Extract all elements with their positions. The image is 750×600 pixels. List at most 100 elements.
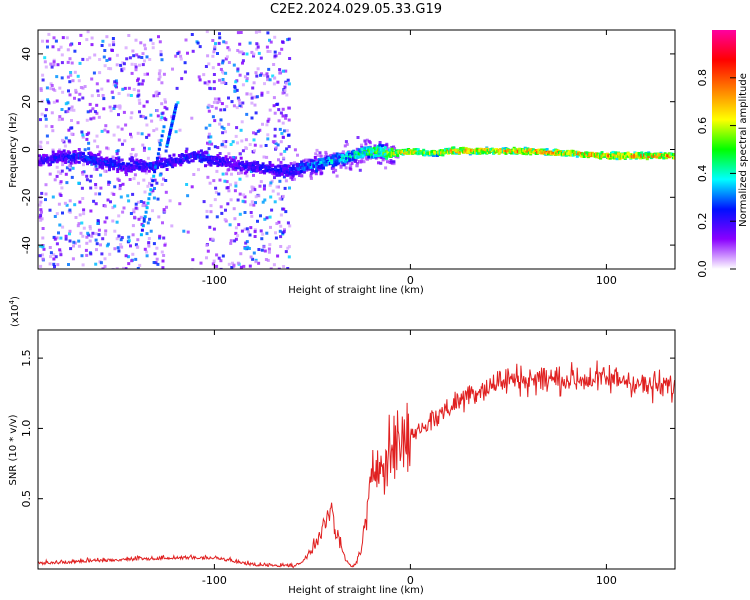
noise-cell xyxy=(49,255,52,259)
noise-cell xyxy=(162,208,166,212)
noise-cell xyxy=(280,197,284,201)
noise-cell xyxy=(138,263,142,267)
noise-cell xyxy=(160,81,164,85)
noise-cell xyxy=(228,223,232,227)
halo-cell xyxy=(385,147,389,151)
ridge-cell xyxy=(320,157,324,161)
noise-cell xyxy=(149,113,153,117)
noise-cell xyxy=(51,195,55,199)
noise-cell xyxy=(113,204,117,208)
noise-cell xyxy=(150,177,153,181)
noise-cell xyxy=(224,130,227,134)
halo-cell xyxy=(365,138,369,142)
halo-cell xyxy=(343,144,347,148)
noise-cell xyxy=(155,90,159,94)
ridge-cell xyxy=(64,161,68,164)
noise-cell xyxy=(130,71,134,75)
noise-cell xyxy=(213,264,217,268)
halo-cell xyxy=(296,153,299,157)
noise-cell xyxy=(191,258,195,262)
ridge-cell xyxy=(665,156,668,160)
noise-cell xyxy=(55,242,59,246)
noise-cell xyxy=(190,116,194,120)
noise-cell xyxy=(88,102,92,106)
noise-cell xyxy=(233,89,237,93)
noise-cell xyxy=(95,167,99,171)
noise-cell xyxy=(158,69,162,73)
noise-cell xyxy=(185,147,189,151)
noise-cell xyxy=(241,61,244,65)
ridge-cell xyxy=(274,165,277,169)
noise-cell xyxy=(99,173,103,177)
ridge-cell xyxy=(61,159,65,163)
colorbar-tick-label: 0.2 xyxy=(696,212,709,230)
noise-cell xyxy=(79,231,83,235)
ridge-cell xyxy=(60,150,63,154)
noise-cell xyxy=(54,255,58,259)
noise-cell xyxy=(139,200,143,203)
noise-cell xyxy=(276,192,280,196)
ridge-cell xyxy=(315,169,319,173)
ridge-cell xyxy=(256,161,260,164)
noise-cell xyxy=(94,202,98,206)
noise-cell xyxy=(156,262,160,266)
noise-cell xyxy=(70,132,74,136)
ridge-cell xyxy=(162,162,166,166)
noise-cell xyxy=(72,108,76,112)
noise-cell xyxy=(117,214,121,218)
noise-cell xyxy=(282,156,285,160)
noise-cell xyxy=(252,186,256,190)
streak-cell xyxy=(174,106,177,110)
ridge-cell xyxy=(350,152,354,156)
noise-cell xyxy=(252,251,256,255)
noise-cell xyxy=(260,91,264,95)
ridge-cell xyxy=(379,146,383,150)
noise-cell xyxy=(252,52,256,56)
streak-cell xyxy=(170,124,174,128)
noise-cell xyxy=(144,116,148,120)
noise-cell xyxy=(115,63,119,67)
noise-cell xyxy=(273,76,277,80)
noise-cell xyxy=(205,209,209,213)
noise-cell xyxy=(65,203,69,207)
noise-cell xyxy=(126,194,130,198)
noise-cell xyxy=(115,267,119,269)
halo-cell xyxy=(358,168,362,172)
noise-cell xyxy=(214,190,218,194)
noise-cell xyxy=(40,191,44,195)
noise-cell xyxy=(156,197,160,201)
noise-cell xyxy=(137,89,141,93)
noise-cell xyxy=(252,131,255,135)
streak-cell xyxy=(143,215,147,219)
halo-cell xyxy=(311,171,315,175)
ridge-cell xyxy=(165,168,169,171)
noise-cell xyxy=(80,130,84,134)
noise-cell xyxy=(71,166,75,170)
ridge-cell xyxy=(113,160,117,163)
noise-cell xyxy=(259,56,263,60)
noise-cell xyxy=(209,204,213,208)
ridge-cell xyxy=(235,161,239,165)
ridge-cell xyxy=(370,153,373,157)
halo-cell xyxy=(344,166,348,170)
noise-cell xyxy=(249,211,253,214)
ridge-cell xyxy=(73,158,77,162)
halo-cell xyxy=(334,168,338,172)
noise-cell xyxy=(39,118,42,122)
noise-cell xyxy=(158,40,162,44)
streak-cell xyxy=(171,117,175,121)
ridge-cell xyxy=(187,160,191,164)
halo-cell xyxy=(372,152,376,156)
noise-cell xyxy=(42,247,46,251)
noise-cell xyxy=(269,225,272,229)
noise-cell xyxy=(119,195,123,199)
noise-cell xyxy=(65,166,69,170)
colorbar-label: Normalized spectral amplitude xyxy=(738,73,749,227)
noise-cell xyxy=(227,61,231,64)
halo-cell xyxy=(359,160,363,164)
streak-cell xyxy=(171,118,175,122)
noise-cell xyxy=(217,41,221,45)
noise-cell xyxy=(158,153,162,157)
noise-cell xyxy=(212,259,216,263)
noise-cell xyxy=(146,156,150,160)
